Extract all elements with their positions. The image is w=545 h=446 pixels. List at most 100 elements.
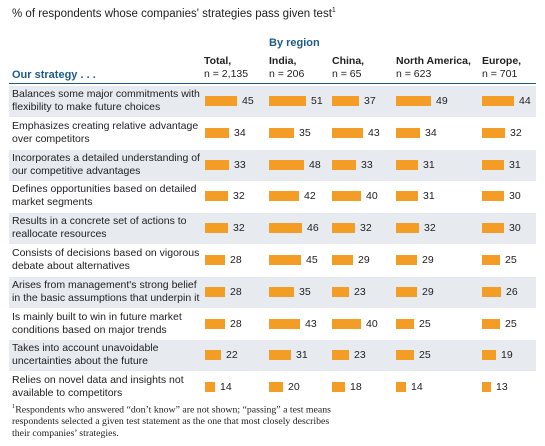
- value-label-total: 22: [226, 349, 238, 362]
- value-label-total: 32: [233, 190, 245, 203]
- value-label-china: 18: [350, 381, 362, 394]
- value-label-total: 45: [242, 95, 254, 107]
- column-header-china: China, n = 65: [332, 55, 365, 80]
- table-row: Defines opportunities based on detailed …: [0, 181, 545, 212]
- table-row: Results in a concrete set of actions to …: [0, 213, 545, 245]
- table-row: Takes into account unavoidable uncertain…: [0, 340, 545, 372]
- value-label-europe: 26: [506, 285, 518, 298]
- chart-title: % of respondents whose companies' strate…: [12, 7, 336, 20]
- value-label-china: 29: [358, 254, 370, 266]
- value-label-total: 28: [230, 285, 242, 298]
- value-label-india: 45: [306, 254, 318, 266]
- row-label: Defines opportunities based on detailed …: [12, 183, 197, 209]
- value-label-total: 14: [220, 381, 232, 394]
- value-label-europe: 13: [496, 381, 508, 394]
- column-header-total: Total, n = 2,135: [204, 55, 249, 80]
- bar-china: [332, 96, 359, 106]
- value-label-north-america: 49: [436, 95, 448, 107]
- bar-total: [205, 382, 215, 393]
- value-label-north-america: 25: [419, 349, 431, 362]
- value-label-north-america: 29: [422, 285, 434, 298]
- bar-india: [269, 223, 302, 234]
- bar-europe: [482, 382, 491, 393]
- bar-china: [332, 286, 349, 297]
- bar-india: [269, 255, 301, 265]
- value-label-total: 28: [230, 254, 242, 266]
- value-label-north-america: 34: [425, 126, 437, 139]
- row-label: Takes into account unavoidable uncertain…: [12, 342, 159, 368]
- bar-total: [205, 96, 237, 106]
- row-label: Balances some major commitments with fle…: [12, 88, 200, 113]
- value-label-north-america: 29: [422, 254, 434, 266]
- row-label: Arises from management's strong belief i…: [12, 278, 200, 304]
- bar-india: [269, 382, 283, 393]
- bar-china: [332, 255, 353, 265]
- bar-europe: [482, 127, 505, 138]
- value-label-india: 35: [299, 285, 311, 298]
- bar-india: [269, 96, 306, 106]
- value-label-europe: 31: [509, 158, 521, 171]
- bar-north-america: [396, 382, 406, 393]
- bar-china: [332, 318, 361, 329]
- bar-china: [332, 127, 363, 138]
- value-label-europe: 19: [501, 349, 513, 362]
- value-label-north-america: 32: [424, 222, 436, 235]
- row-label: Relies on novel data and insights not av…: [12, 374, 184, 400]
- bar-total: [205, 191, 228, 202]
- table-row: Balances some major commitments with fle…: [0, 83, 545, 117]
- bar-india: [269, 159, 304, 170]
- bar-north-america: [396, 96, 431, 106]
- bar-india: [269, 318, 300, 329]
- bar-europe: [482, 286, 501, 297]
- value-label-europe: 25: [505, 254, 517, 266]
- value-label-china: 40: [366, 317, 378, 330]
- value-label-china: 40: [366, 190, 378, 203]
- value-label-europe: 44: [519, 95, 531, 107]
- bar-europe: [482, 255, 500, 265]
- bar-north-america: [396, 191, 418, 202]
- bar-total: [205, 127, 229, 138]
- value-label-north-america: 25: [419, 317, 431, 330]
- table-row: Arises from management's strong belief i…: [0, 276, 545, 308]
- table-row: Consists of decisions based on vigorous …: [0, 245, 545, 276]
- bar-europe: [482, 223, 504, 234]
- bar-europe: [482, 191, 504, 202]
- column-header-north-america: North America, n = 623: [396, 55, 471, 80]
- value-label-india: 46: [307, 222, 319, 235]
- bar-north-america: [396, 127, 420, 138]
- value-label-total: 32: [233, 222, 245, 235]
- column-header-india: India, n = 206: [269, 55, 305, 80]
- bar-china: [332, 382, 345, 393]
- value-label-india: 35: [299, 126, 311, 139]
- value-label-north-america: 14: [411, 381, 423, 394]
- value-label-china: 23: [354, 285, 366, 298]
- value-label-india: 42: [304, 190, 316, 203]
- bar-total: [205, 223, 228, 234]
- value-label-china: 23: [354, 349, 366, 362]
- value-label-total: 28: [230, 317, 242, 330]
- value-label-north-america: 31: [423, 190, 435, 203]
- row-label: Results in a concrete set of actions to …: [12, 215, 187, 241]
- value-label-india: 31: [296, 349, 308, 362]
- header-rule: [9, 83, 536, 84]
- value-label-china: 37: [364, 95, 376, 107]
- bar-europe: [482, 318, 500, 329]
- table-row: Is mainly built to win in future market …: [0, 309, 545, 340]
- value-label-india: 48: [309, 158, 321, 171]
- value-label-europe: 30: [509, 190, 521, 203]
- row-label: Is mainly built to win in future market …: [12, 310, 182, 336]
- bar-north-america: [396, 318, 414, 329]
- bar-total: [205, 286, 225, 297]
- bar-total: [205, 159, 229, 170]
- bar-north-america: [396, 286, 417, 297]
- region-header: By region: [269, 37, 320, 49]
- value-label-europe: 30: [509, 222, 521, 235]
- row-label: Consists of decisions based on vigorous …: [12, 247, 200, 272]
- bar-north-america: [396, 255, 417, 265]
- value-label-india: 20: [288, 381, 300, 394]
- bar-europe: [482, 350, 496, 361]
- bar-china: [332, 159, 356, 170]
- table-row: Emphasizes creating relative advantage o…: [0, 118, 545, 149]
- value-label-total: 33: [234, 158, 246, 171]
- bar-europe: [482, 159, 504, 170]
